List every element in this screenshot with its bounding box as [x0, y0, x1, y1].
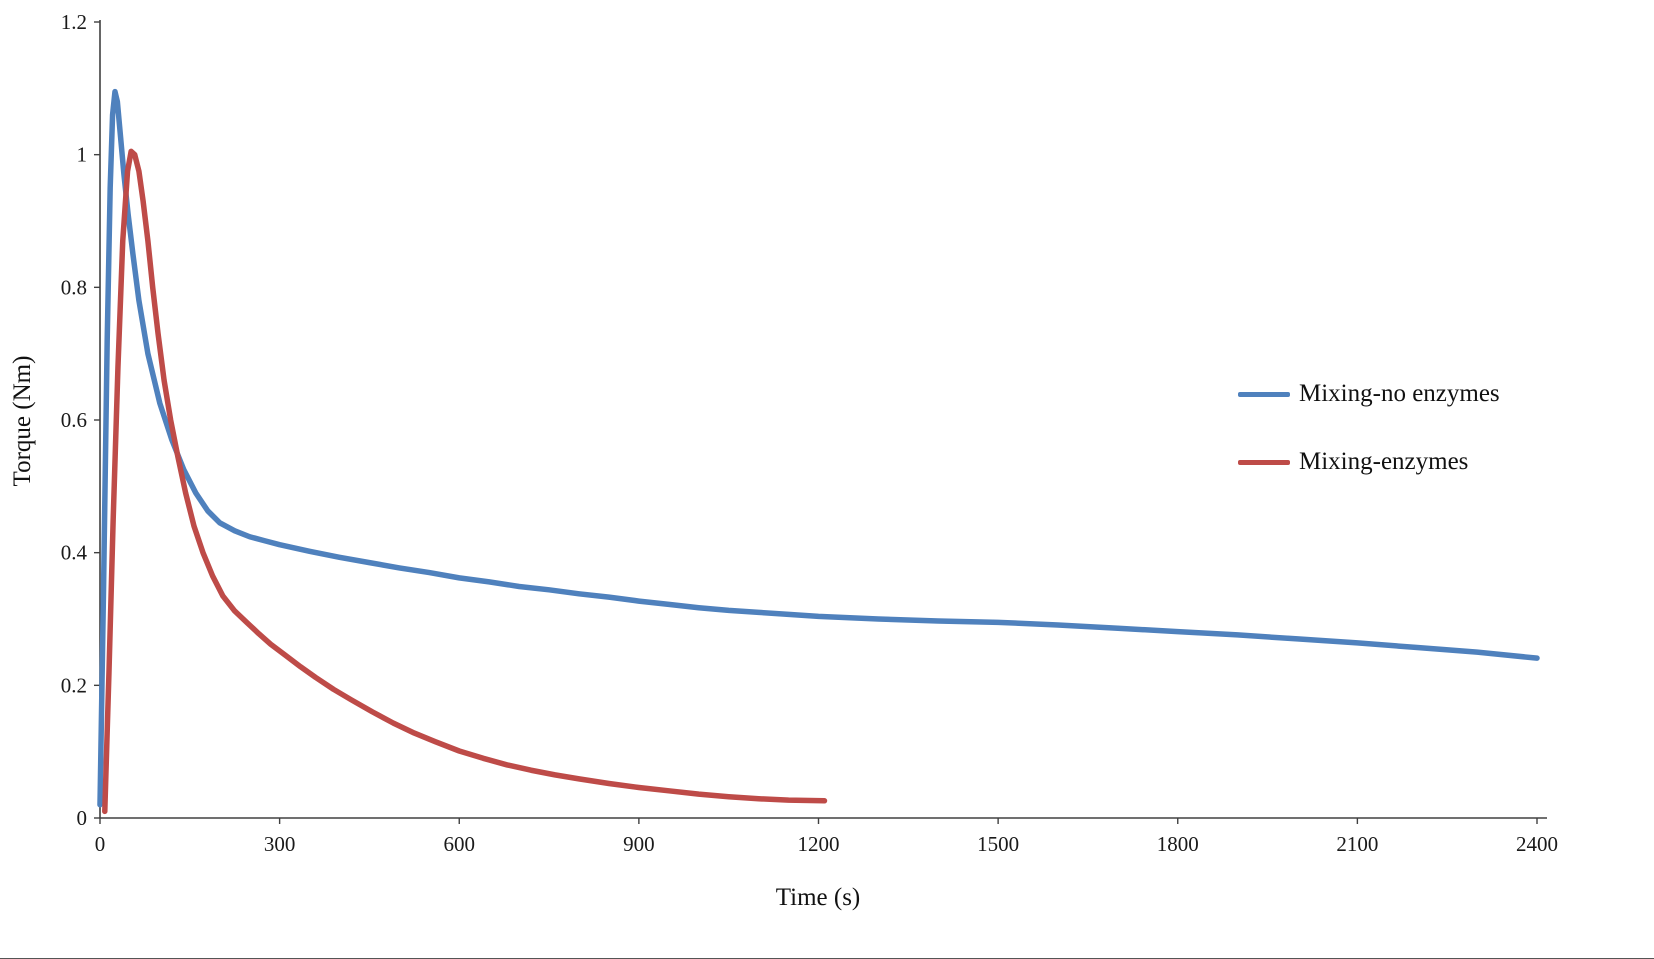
series-line-1: [102, 148, 828, 815]
legend: Mixing-no enzymes Mixing-enzymes: [1238, 378, 1500, 514]
x-tick-label: 2400: [1516, 832, 1558, 856]
y-tick-label: 0.8: [61, 275, 87, 299]
x-tick-label: 2100: [1336, 832, 1378, 856]
x-tick-label: 0: [95, 832, 106, 856]
y-axis-title: Torque (Nm): [9, 355, 36, 487]
legend-swatch-red-line-icon: [1238, 459, 1290, 465]
y-tick-label: 0: [77, 806, 88, 830]
x-tick-label: 600: [444, 832, 476, 856]
x-tick-label: 1200: [798, 832, 840, 856]
legend-item-mixing-no-enzymes: Mixing-no enzymes: [1238, 378, 1500, 410]
x-tick-label: 300: [264, 832, 296, 856]
legend-label-mixing-enzymes: Mixing-enzymes: [1299, 448, 1469, 475]
y-tick-label: 0.4: [61, 541, 88, 565]
chart-plot-area: 0 300 600 900 1200 1500 1800 2100 2400 0 0.2 0.4 0.6…: [61, 10, 1558, 856]
y-tick-label: 1.2: [61, 10, 87, 34]
legend-swatch-blue-line-icon: [1238, 391, 1290, 397]
y-tick-label: 0.6: [61, 408, 87, 432]
y-tick-label: 0.2: [61, 673, 87, 697]
x-tick-label: 1800: [1157, 832, 1199, 856]
legend-item-mixing-enzymes: Mixing-enzymes: [1238, 446, 1500, 478]
legend-label-mixing-no-enzymes: Mixing-no enzymes: [1299, 380, 1500, 407]
x-axis-title: Time (s): [775, 884, 861, 911]
y-tick-label: 1: [77, 143, 88, 167]
x-tick-label: 900: [623, 832, 655, 856]
x-tick-label: 1500: [977, 832, 1019, 856]
